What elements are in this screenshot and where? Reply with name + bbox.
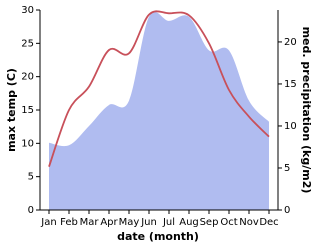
x-tick-label: Nov [239, 217, 259, 228]
y2-axis-title: med. precipitation (kg/m2) [300, 27, 313, 194]
y-tick-label: 0 [28, 205, 34, 216]
x-tick-label: Oct [220, 217, 237, 228]
x-tick-label: Jul [162, 217, 175, 228]
y2-tick-label: 10 [284, 121, 297, 132]
temperature-line [48, 10, 270, 167]
y2-tick-label: 15 [284, 79, 297, 90]
y-tick-label: 15 [21, 105, 34, 116]
x-tick-label: Jan [40, 217, 56, 228]
y-axis-title: max temp (C) [5, 68, 18, 152]
precipitation-area [49, 11, 269, 211]
x-tick-label: Feb [60, 217, 78, 228]
x-tick-label: Dec [259, 217, 278, 228]
x-tick-label: Mar [80, 217, 100, 228]
y2-tick-label: 5 [284, 163, 290, 174]
x-tick-label: May [119, 217, 140, 228]
x-tick-label: Aug [179, 217, 199, 228]
x-tick-label: Jun [140, 217, 157, 228]
x-tick-label: Sep [200, 217, 219, 228]
y2-tick-label: 0 [284, 205, 290, 216]
y-tick-label: 10 [21, 138, 34, 149]
y-tick-label: 30 [21, 5, 34, 16]
y-tick-label: 20 [21, 72, 34, 83]
x-tick-label: Apr [100, 217, 118, 228]
y-tick-label: 25 [21, 38, 34, 49]
y-tick-label: 5 [28, 172, 34, 183]
x-axis-title: date (month) [117, 230, 199, 243]
y2-tick-label: 20 [284, 37, 297, 48]
